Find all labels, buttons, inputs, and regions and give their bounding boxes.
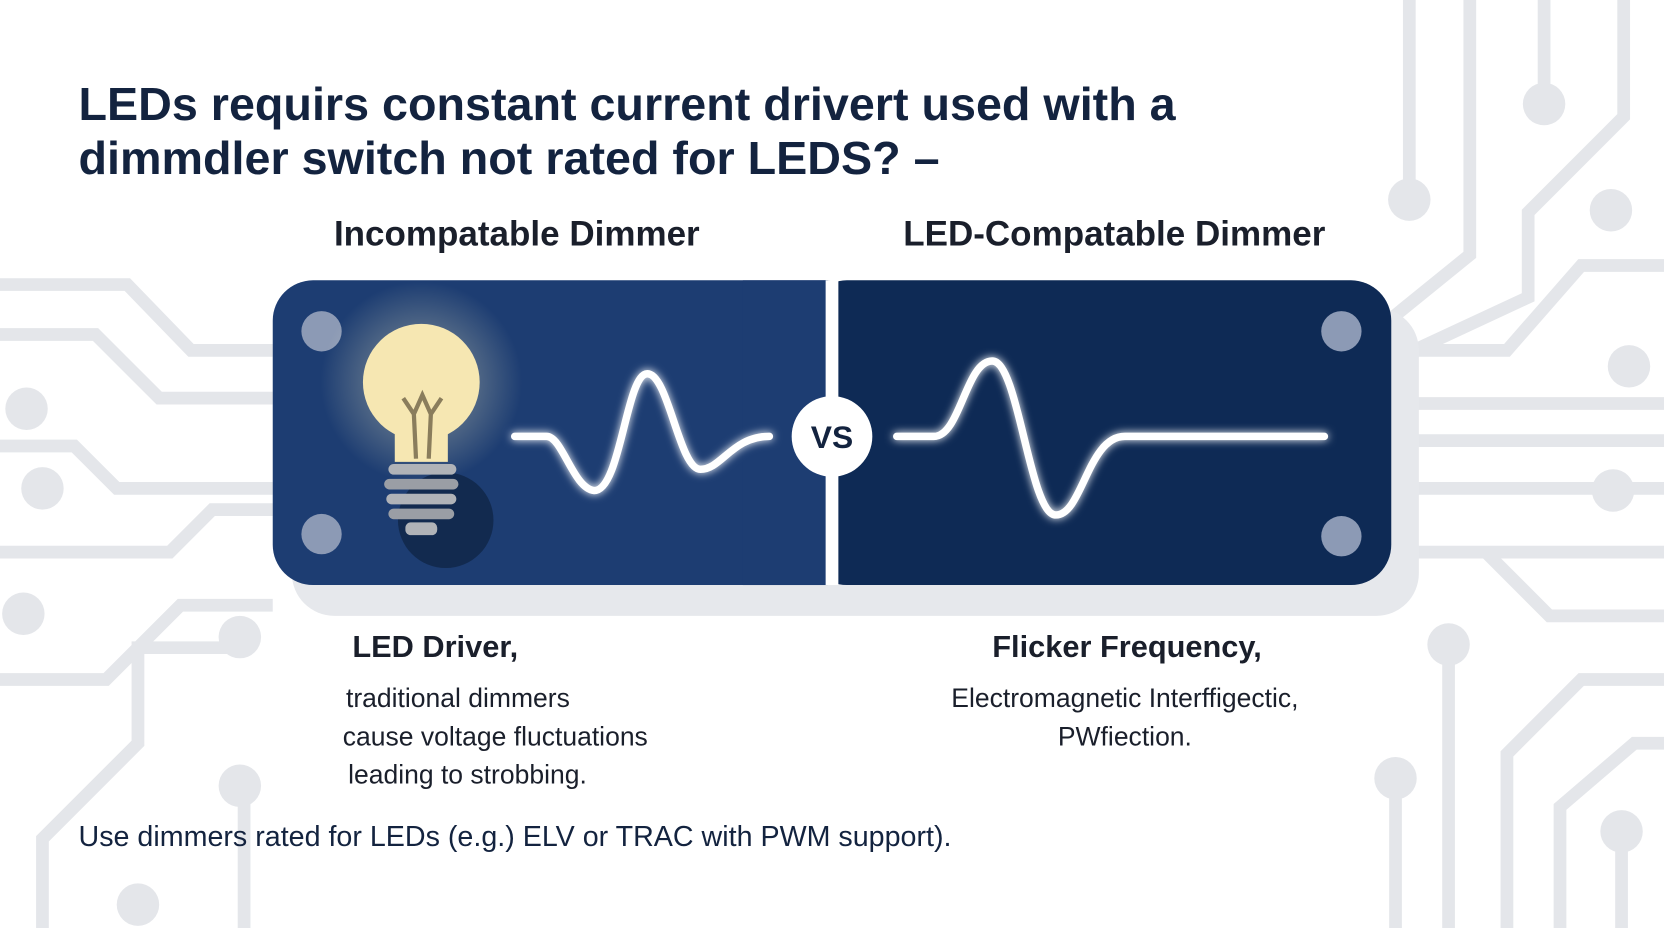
vs-badge: [791, 396, 873, 477]
footer-note: Use dimmers rated for LEDs (e.g.) ELV or…: [79, 821, 952, 853]
panel-heading: Incompatable Dimmer: [334, 214, 700, 253]
light-bulb: [320, 281, 523, 569]
title-line: LEDs requirs constant current drivert us…: [79, 78, 1177, 130]
panel-text: leading to strobbing.: [348, 760, 587, 790]
panel-subheading: Flicker Frequency,: [992, 629, 1262, 664]
unstable-waveform: [510, 370, 774, 495]
panel-text: cause voltage fluctuations: [343, 721, 648, 751]
title-line: dimmdler switch not rated for LEDS? –: [79, 132, 940, 184]
panel-text: traditional dimmers: [346, 683, 570, 713]
vs-label: VS: [811, 419, 853, 455]
panel-text: Electromagnetic Interffigectic,: [951, 683, 1298, 713]
panel-heading: LED-Compatable Dimmer: [903, 214, 1325, 253]
panel-text: PWfiection.: [1058, 721, 1192, 751]
stable-waveform: [893, 357, 1329, 519]
panel-subheading: LED Driver,: [352, 629, 518, 664]
